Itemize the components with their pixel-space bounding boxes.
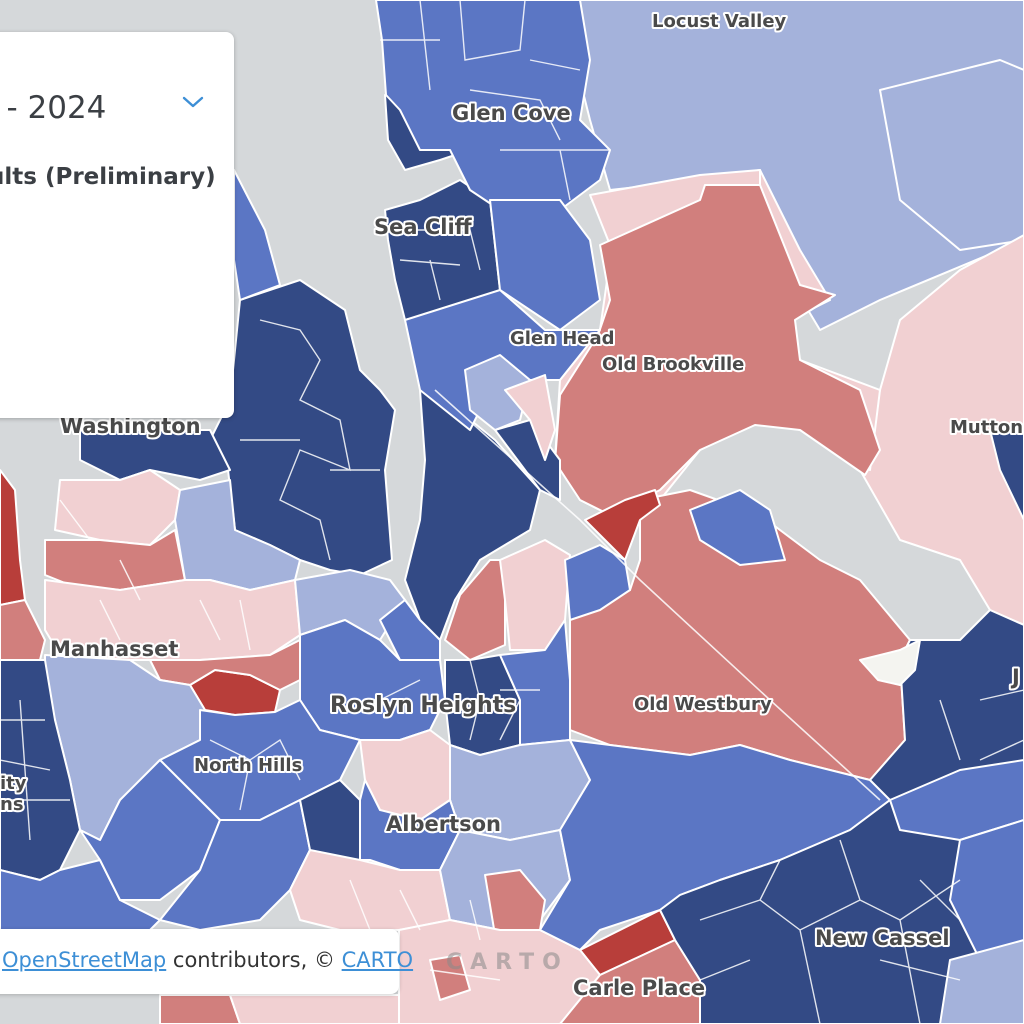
precinct[interactable] — [404, 389, 541, 641]
precinct[interactable] — [879, 59, 1024, 251]
precinct[interactable] — [429, 954, 471, 1001]
precinct[interactable] — [989, 429, 1024, 521]
label-roslyn-heights: Roslyn Heights — [330, 693, 516, 718]
precinct[interactable] — [554, 184, 881, 516]
carto-watermark: CARTO — [446, 950, 569, 975]
precinct[interactable] — [79, 429, 231, 481]
precinct[interactable] — [229, 994, 400, 1024]
precinct[interactable] — [939, 939, 1024, 1024]
chevron-down-icon[interactable] — [180, 92, 206, 112]
precinct[interactable] — [464, 354, 531, 431]
label-locust-valley: Locust Valley — [652, 11, 787, 32]
label-mutton: Mutton — [950, 417, 1023, 438]
place-labels: Locust Valley Glen Cove Sea Cliff Glen H… — [0, 9, 1024, 1002]
precinct[interactable] — [489, 199, 601, 331]
map-attribution: OpenStreetMap contributors, © CARTO — [0, 929, 413, 994]
precinct[interactable] — [0, 599, 46, 661]
precinct[interactable] — [0, 469, 26, 606]
label-edge-j: J — [1010, 665, 1020, 689]
election-select-value[interactable]: l - 2024 — [0, 90, 107, 126]
label-glen-head: Glen Head — [510, 328, 615, 349]
precinct[interactable] — [233, 169, 281, 301]
precinct[interactable] — [504, 374, 556, 461]
precinct[interactable] — [379, 599, 441, 661]
precinct[interactable] — [54, 469, 181, 546]
label-north-hills: North Hills — [194, 755, 302, 776]
precinct[interactable] — [499, 619, 571, 746]
label-edge-ity: ity — [0, 773, 27, 794]
label-washington: Washington — [60, 414, 201, 438]
park-area — [859, 639, 921, 686]
carto-link[interactable]: CARTO — [341, 948, 414, 972]
attribution-text: contributors, © — [166, 948, 342, 972]
label-new-cassel: New Cassel — [815, 926, 950, 950]
precinct[interactable] — [584, 489, 661, 561]
legend-panel: l - 2024 ults (Preliminary) — [0, 32, 234, 418]
label-old-brookville: Old Brookville — [602, 354, 744, 375]
precinct[interactable] — [159, 994, 241, 1024]
results-subtitle: ults (Preliminary) — [0, 164, 216, 190]
label-carle-place: Carle Place — [573, 976, 705, 1000]
label-albertson: Albertson — [386, 812, 501, 836]
osm-link[interactable]: OpenStreetMap — [2, 948, 167, 972]
label-glen-cove: Glen Cove — [452, 101, 571, 125]
precinct[interactable] — [564, 544, 631, 621]
label-edge-ns: ns — [0, 794, 24, 815]
precinct[interactable] — [889, 759, 1024, 841]
label-sea-cliff: Sea Cliff — [374, 215, 473, 239]
precinct[interactable] — [484, 869, 546, 936]
precinct[interactable] — [689, 489, 786, 566]
label-old-westbury: Old Westbury — [634, 694, 772, 715]
label-manhasset: Manhasset — [50, 637, 178, 661]
